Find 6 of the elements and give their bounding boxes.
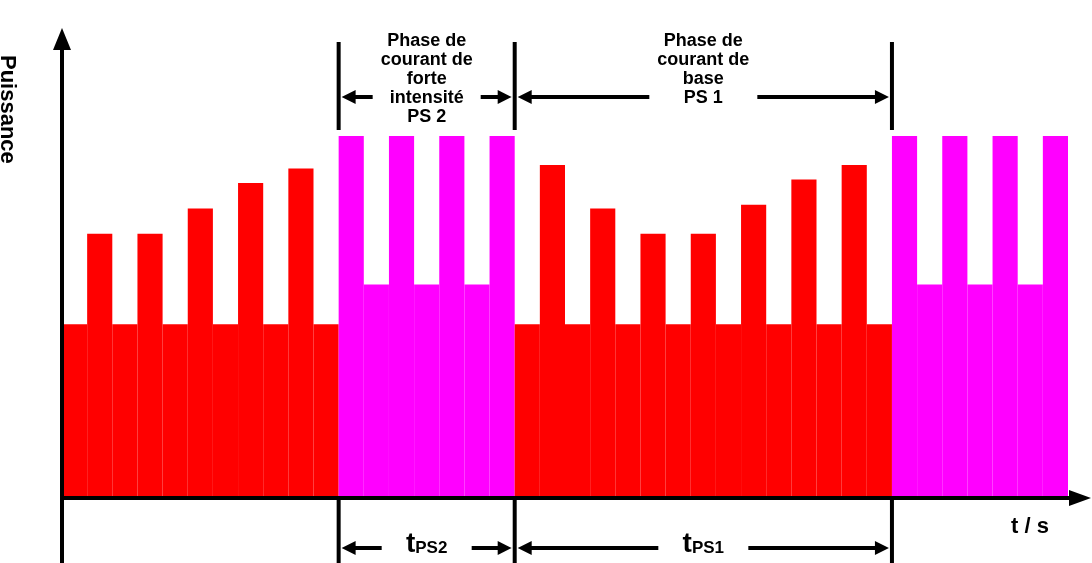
text: Phase de courant de base PS 1 — [657, 29, 750, 107]
text: tPS2 — [405, 526, 448, 558]
text: tPS1 — [682, 526, 725, 558]
text: Phase de courant de forte intensité PS 2 — [380, 29, 473, 126]
y-axis-title: Puissance — [0, 55, 21, 164]
x-axis-title: t / s — [1011, 512, 1049, 538]
